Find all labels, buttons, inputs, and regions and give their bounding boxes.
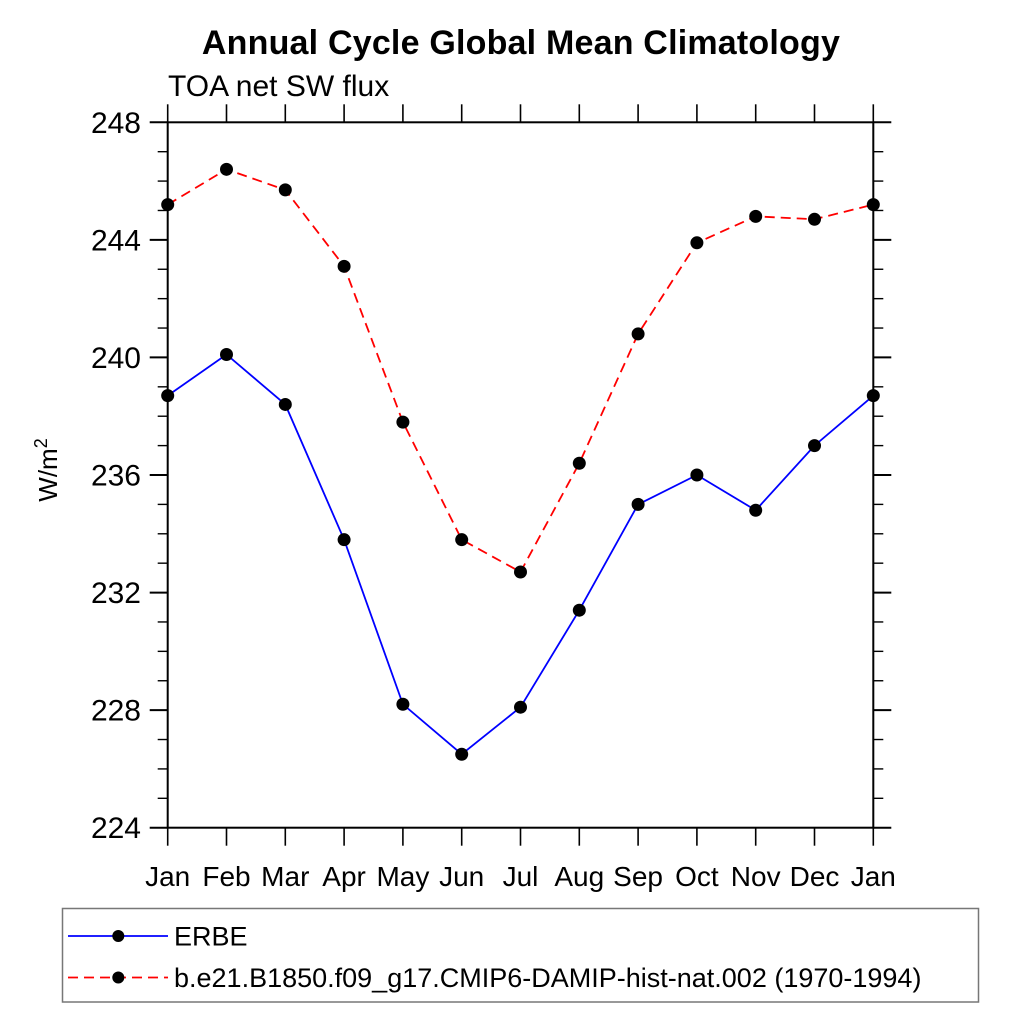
series-line bbox=[167, 353, 874, 756]
data-point-marker bbox=[690, 468, 704, 482]
data-point-marker bbox=[631, 327, 645, 341]
plot-frame bbox=[166, 121, 875, 829]
data-point-marker bbox=[396, 415, 410, 429]
chart-title: Annual Cycle Global Mean Climatology bbox=[201, 24, 841, 62]
data-point-marker bbox=[278, 183, 292, 197]
data-point-marker bbox=[866, 198, 880, 212]
chart-subtitle: TOA net SW flux bbox=[168, 70, 390, 103]
x-tick-label: Aug bbox=[554, 861, 604, 892]
x-tick-label: Nov bbox=[731, 861, 781, 892]
x-tick-label: Sep bbox=[613, 861, 663, 892]
data-point-marker bbox=[514, 565, 527, 579]
x-tick-label: Oct bbox=[675, 861, 719, 892]
x-tick-label: Mar bbox=[261, 861, 309, 892]
x-tick-label: Jun bbox=[439, 861, 484, 892]
data-point-marker bbox=[572, 456, 586, 470]
series-line bbox=[167, 168, 874, 574]
legend-label: b.e21.B1850.f09_g17.CMIP6-DAMIP-hist-nat… bbox=[174, 963, 921, 993]
y-tick-label: 228 bbox=[91, 695, 141, 728]
data-point-marker bbox=[455, 747, 469, 761]
y-tick-label: 240 bbox=[91, 342, 141, 375]
x-tick-label: Jul bbox=[503, 861, 539, 892]
data-point-marker bbox=[455, 533, 469, 547]
data-point-marker bbox=[808, 212, 821, 226]
y-tick-label: 244 bbox=[91, 224, 141, 257]
y-tick-label: 236 bbox=[91, 460, 141, 493]
x-tick-label: Dec bbox=[790, 861, 840, 892]
data-point-marker bbox=[220, 347, 233, 361]
data-point-marker bbox=[161, 198, 175, 212]
data-point-marker bbox=[337, 259, 351, 273]
data-point-marker bbox=[808, 439, 821, 453]
y-axis-label: W/m2 bbox=[31, 438, 63, 501]
y-tick-label: 224 bbox=[91, 812, 141, 845]
data-point-marker bbox=[572, 603, 586, 617]
data-point-marker bbox=[161, 389, 175, 403]
x-tick-label: Jan bbox=[145, 861, 190, 892]
data-point-marker bbox=[749, 209, 763, 223]
legend-box bbox=[61, 907, 980, 1003]
y-tick-label: 248 bbox=[91, 107, 141, 140]
y-tick-label: 232 bbox=[91, 577, 141, 610]
x-tick-label: May bbox=[376, 861, 429, 892]
data-point-marker bbox=[396, 697, 410, 711]
data-point-marker bbox=[220, 162, 233, 176]
data-point-marker bbox=[866, 389, 880, 403]
data-point-marker bbox=[278, 397, 292, 411]
x-tick-label: Apr bbox=[322, 861, 366, 892]
data-point-marker bbox=[631, 497, 645, 511]
legend-marker bbox=[112, 930, 125, 942]
x-tick-label: Feb bbox=[202, 861, 250, 892]
data-point-marker bbox=[337, 533, 351, 547]
data-point-marker bbox=[749, 503, 763, 517]
data-point-marker bbox=[514, 700, 527, 714]
legend-label: ERBE bbox=[174, 922, 248, 952]
data-point-marker bbox=[690, 236, 704, 250]
legend-marker bbox=[112, 971, 125, 984]
x-tick-label: Jan bbox=[851, 861, 896, 892]
